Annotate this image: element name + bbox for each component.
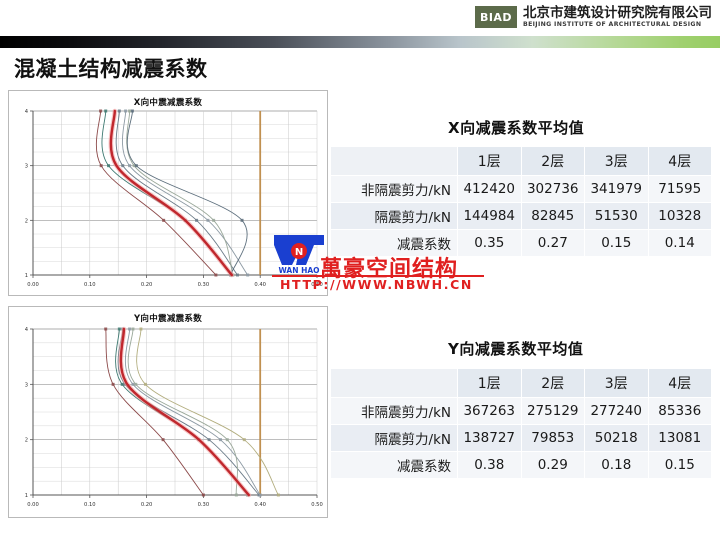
svg-text:0.10: 0.10 <box>84 502 96 508</box>
table-cell: 51530 <box>584 202 649 230</box>
table-cell: 341979 <box>584 175 649 203</box>
table-cell: 71595 <box>647 175 712 203</box>
svg-text:3: 3 <box>25 382 28 388</box>
column-header-3: 3层 <box>584 368 649 398</box>
row-label: 非隔震剪力/kN <box>330 397 458 425</box>
svg-text:0.40: 0.40 <box>254 502 266 508</box>
table-cell: 412420 <box>457 175 522 203</box>
table-x-header: 1层 2层 3层 4层 <box>330 146 712 176</box>
slide-header: BIAD 北京市建筑设计研究院有限公司 BEIJING INSTITUTE OF… <box>0 0 720 36</box>
svg-text:2: 2 <box>25 218 28 224</box>
column-header-3: 3层 <box>584 146 649 176</box>
table-row: 减震系数 0.38 0.29 0.18 0.15 <box>330 451 712 479</box>
column-header-1: 1层 <box>457 146 522 176</box>
table-cell: 144984 <box>457 202 522 230</box>
table-cell: 0.15 <box>584 229 649 257</box>
table-corner-cell <box>330 146 458 176</box>
row-label: 隔震剪力/kN <box>330 424 458 452</box>
table-cell: 85336 <box>647 397 712 425</box>
table-cell: 50218 <box>584 424 649 452</box>
table-cell: 0.15 <box>647 451 712 479</box>
table-x-direction: 1层 2层 3层 4层 非隔震剪力/kN 412420 302736 341979 71595… <box>330 146 712 257</box>
table-cell: 0.27 <box>520 229 585 257</box>
table-y-direction: 1层 2层 3层 4层 非隔震剪力/kN 367263 275129 277240 85336… <box>330 368 712 479</box>
svg-text:0.20: 0.20 <box>141 502 153 508</box>
page-title: 混凝土结构减震系数 <box>14 57 208 81</box>
biad-logo-chinese: 北京市建筑设计研究院有限公司 <box>523 5 712 21</box>
svg-text:0.00: 0.00 <box>27 282 39 288</box>
table-row: 减震系数 0.35 0.27 0.15 0.14 <box>330 229 712 257</box>
svg-text:0.00: 0.00 <box>27 502 39 508</box>
svg-text:0.30: 0.30 <box>198 282 210 288</box>
chart-y-title: Y向中震减震系数 <box>133 314 203 324</box>
chart-y-canvas: 0.00 0.10 0.20 0.30 0.40 0.50 1 2 3 4 <box>25 326 323 508</box>
table-header-row: 1层 2层 3层 4层 <box>330 146 712 176</box>
svg-text:1: 1 <box>25 493 28 499</box>
table-cell: 0.29 <box>520 451 585 479</box>
table-corner-cell <box>330 368 458 398</box>
table-x-title: X向减震系数平均值 <box>448 119 585 137</box>
chart-x-title: X向中震减震系数 <box>133 98 203 108</box>
svg-text:3: 3 <box>25 164 28 170</box>
table-cell: 0.38 <box>457 451 522 479</box>
table-cell: 302736 <box>520 175 585 203</box>
svg-text:0.10: 0.10 <box>84 282 96 288</box>
svg-text:0.40: 0.40 <box>254 282 266 288</box>
row-label: 隔震剪力/kN <box>330 202 458 230</box>
svg-text:1: 1 <box>25 273 28 279</box>
table-y-header: 1层 2层 3层 4层 <box>330 368 712 398</box>
chart-x-canvas: 0.00 0.10 0.20 0.30 0.40 0.50 1 2 3 4 <box>25 108 323 288</box>
column-header-1: 1层 <box>457 368 522 398</box>
chart-x-direction: X向中震减震系数 0.00 0.10 0.20 0.30 0.40 0.50 1 2 3 4 <box>8 90 328 296</box>
svg-text:0.50: 0.50 <box>311 502 323 508</box>
table-x-body: 非隔震剪力/kN 412420 302736 341979 71595 隔震剪力/kN 14… <box>330 175 712 257</box>
table-cell: 277240 <box>584 397 649 425</box>
row-label: 非隔震剪力/kN <box>330 175 458 203</box>
biad-logo-mark: BIAD <box>475 6 517 29</box>
table-row: 隔震剪力/kN 144984 82845 51530 10328 <box>330 202 712 230</box>
table-header-row: 1层 2层 3层 4层 <box>330 368 712 398</box>
table-y-title: Y向减震系数平均值 <box>448 340 584 358</box>
row-label: 减震系数 <box>330 229 458 257</box>
column-header-2: 2层 <box>520 368 585 398</box>
svg-text:0.50: 0.50 <box>311 282 323 288</box>
svg-text:4: 4 <box>25 327 29 333</box>
svg-text:2: 2 <box>25 438 28 444</box>
table-row: 隔震剪力/kN 138727 79853 50218 13081 <box>330 424 712 452</box>
column-header-4: 4层 <box>647 368 712 398</box>
header-gradient-divider <box>0 36 720 48</box>
biad-logo: BIAD 北京市建筑设计研究院有限公司 BEIJING INSTITUTE OF… <box>475 6 712 29</box>
column-header-4: 4层 <box>647 146 712 176</box>
svg-text:0.30: 0.30 <box>198 502 210 508</box>
biad-logo-english: BEIJING INSTITUTE OF ARCHITECTURAL DESIG… <box>523 20 702 28</box>
table-cell: 10328 <box>647 202 712 230</box>
table-cell: 0.14 <box>647 229 712 257</box>
biad-logo-text: 北京市建筑设计研究院有限公司 BEIJING INSTITUTE OF ARCH… <box>523 6 712 28</box>
table-row: 非隔震剪力/kN 412420 302736 341979 71595 <box>330 175 712 203</box>
table-cell: 138727 <box>457 424 522 452</box>
svg-text:4: 4 <box>25 109 29 115</box>
table-cell: 13081 <box>647 424 712 452</box>
chart-y-direction: Y向中震减震系数 0.00 0.10 0.20 0.30 0.40 0.50 1 2 3 4 <box>8 306 328 518</box>
table-cell: 79853 <box>520 424 585 452</box>
table-cell: 0.35 <box>457 229 522 257</box>
row-label: 减震系数 <box>330 451 458 479</box>
table-row: 非隔震剪力/kN 367263 275129 277240 85336 <box>330 397 712 425</box>
table-cell: 0.18 <box>584 451 649 479</box>
table-y-body: 非隔震剪力/kN 367263 275129 277240 85336 隔震剪力/kN 13… <box>330 397 712 479</box>
svg-text:0.20: 0.20 <box>141 282 153 288</box>
table-cell: 367263 <box>457 397 522 425</box>
table-cell: 82845 <box>520 202 585 230</box>
table-cell: 275129 <box>520 397 585 425</box>
column-header-2: 2层 <box>520 146 585 176</box>
